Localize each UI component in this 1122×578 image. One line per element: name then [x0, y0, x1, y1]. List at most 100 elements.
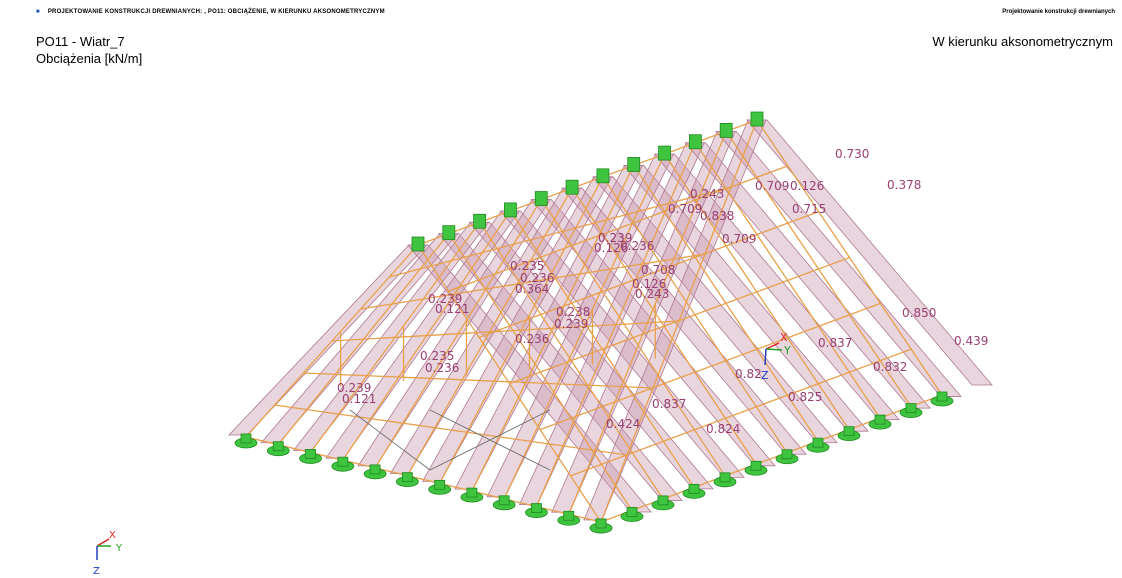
purlin	[360, 253, 706, 310]
global-axis-z-label: Z	[93, 566, 100, 577]
load-value-label: 0.236	[425, 361, 459, 375]
local-axis-x	[765, 342, 780, 350]
load-value-label: 0.236	[515, 332, 549, 346]
purlin	[331, 320, 680, 342]
load-value-label: 0.708	[641, 263, 675, 277]
load-value-label: 0.709	[722, 232, 756, 246]
load-value-label: 0.82	[735, 367, 762, 381]
eave-support	[775, 449, 799, 465]
load-value-label: 0.239	[428, 292, 462, 306]
supports	[234, 111, 954, 534]
load-value-label: 0.709	[668, 202, 702, 216]
header-bullet-icon: ■	[36, 9, 40, 15]
eave-support	[682, 483, 706, 499]
load-value-label: 0.709	[755, 179, 789, 193]
global-axis-triad: X Y Z	[93, 530, 123, 577]
local-axis-triad: X Y Z	[761, 331, 791, 382]
title-block: PO11 - Wiatr_7 Obciążenia [kN/m]	[36, 33, 142, 67]
eave-support	[557, 510, 581, 526]
report-header-right: Projektowanie konstrukcji drewnianych	[1002, 9, 1115, 15]
eave-support	[899, 403, 923, 418]
load-value-label: 0.126	[594, 241, 628, 255]
ridge-support	[442, 225, 456, 241]
global-axis-y-label: Y	[115, 543, 123, 554]
purlin	[478, 211, 819, 338]
ridge-support	[565, 179, 579, 195]
load-value-label: 0.424	[606, 417, 640, 431]
ridge-support	[658, 145, 671, 161]
local-axis-y	[765, 348, 783, 351]
load-units-label: Obciążenia [kN/m]	[36, 51, 143, 66]
purlin	[303, 372, 654, 389]
eave-support	[395, 472, 419, 488]
eave-support	[525, 503, 548, 518]
eave-support	[868, 414, 892, 430]
load-value-label: 0.243	[690, 187, 724, 201]
load-value-label: 0.121	[435, 302, 469, 316]
eave-support	[234, 433, 258, 449]
purlin	[539, 302, 881, 431]
eave-support	[837, 426, 861, 442]
load-value-label: 0.837	[652, 397, 686, 411]
brace	[429, 409, 551, 471]
view-direction-label: W kierunku aksonometrycznym	[932, 34, 1113, 49]
purlin	[509, 256, 850, 385]
load-value-label: 0.126	[790, 179, 824, 193]
load-value-label: 0.121	[342, 392, 376, 406]
report-header-left: ■ PROJEKTOWANIE KONSTRUKCJI DREWNIANYCH: …	[36, 9, 385, 15]
load-value-label: 0.235	[420, 349, 454, 363]
eave-support	[651, 495, 675, 511]
load-value-label: 0.364	[515, 282, 549, 296]
eave-support	[930, 391, 954, 407]
eave-support	[620, 507, 644, 522]
load-value-label: 0.238	[556, 305, 590, 319]
load-value-label: 0.236	[520, 271, 554, 285]
load-value-label: 0.837	[818, 336, 852, 350]
purlin	[570, 348, 912, 477]
global-axis-x	[96, 538, 110, 547]
purlin	[274, 404, 628, 456]
eave-support	[266, 441, 290, 457]
eave-support	[806, 437, 830, 453]
eave-support	[363, 464, 387, 480]
load-value-label: 0.439	[954, 334, 988, 348]
ridge-support	[473, 213, 487, 229]
load-value-label: 0.824	[706, 422, 740, 436]
ridge-support	[627, 157, 641, 172]
load-value-label: 0.243	[635, 287, 669, 301]
eave-support	[492, 495, 516, 511]
ridge-support	[534, 191, 548, 206]
load-value-label: 0.378	[887, 178, 921, 192]
load-value-label: 0.239	[598, 231, 632, 245]
timber-members	[245, 119, 943, 523]
eave-support	[428, 479, 452, 495]
load-value-label: 0.239	[554, 317, 588, 331]
load-value-label: 0.825	[788, 390, 822, 404]
load-value-label: 0.850	[902, 306, 936, 320]
report-header: ■ PROJEKTOWANIE KONSTRUKCJI DREWNIANYCH: …	[0, 0, 1122, 24]
eave-support	[331, 456, 355, 472]
load-value-label: 0.715	[792, 202, 826, 216]
ridge-support	[688, 134, 702, 150]
eave-support	[460, 487, 484, 503]
eave-support	[713, 472, 737, 488]
local-axis-x-label: X	[780, 331, 788, 344]
local-axis-z-label: Z	[761, 369, 769, 382]
brace	[349, 409, 431, 471]
load-panels	[228, 119, 993, 521]
load-value-label: 0.730	[835, 147, 869, 161]
eave-support	[299, 449, 322, 464]
ridge-support	[411, 236, 425, 252]
load-value-label: 0.239	[337, 381, 371, 395]
load-value-label: 0.838	[700, 209, 734, 223]
local-axis-y-label: Y	[783, 344, 791, 357]
report-header-title: PROJEKTOWANIE KONSTRUKCJI DREWNIANYCH: ,…	[47, 9, 385, 15]
purlin	[389, 186, 732, 278]
ridge-support	[750, 111, 764, 127]
eave-support	[589, 518, 613, 534]
ridge-support	[504, 202, 517, 218]
ridge-support	[719, 122, 733, 138]
load-value-label: 0.236	[620, 239, 654, 253]
